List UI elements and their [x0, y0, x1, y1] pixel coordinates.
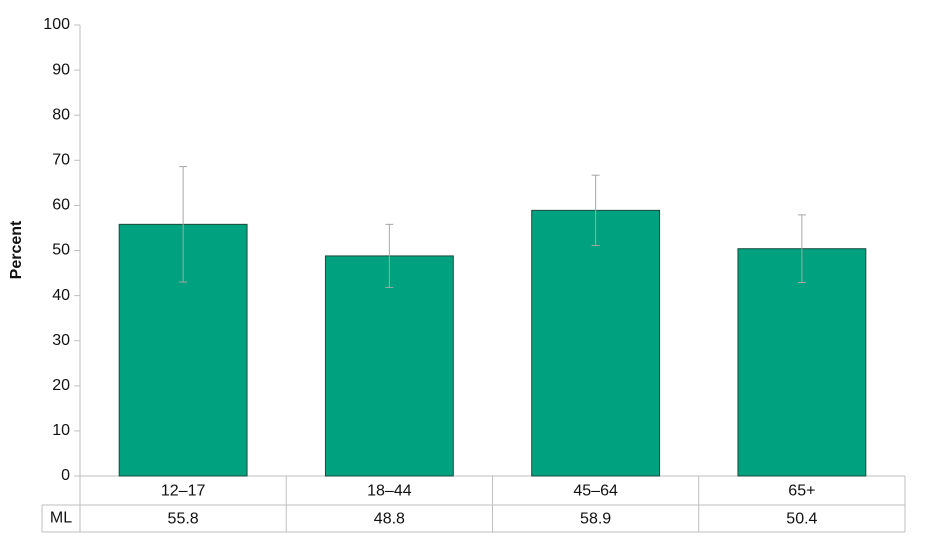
bar: [324, 255, 454, 477]
table-row-label: ML: [50, 510, 72, 527]
bar: [737, 248, 867, 477]
y-tick-label: 60: [52, 197, 70, 214]
x-tick-label: 65+: [788, 483, 815, 500]
table-value: 50.4: [786, 511, 817, 528]
x-tick-label: 12–17: [161, 483, 206, 500]
table-value: 55.8: [168, 511, 199, 528]
bar: [118, 223, 248, 477]
y-tick-label: 100: [43, 16, 70, 33]
error-bar: [385, 223, 394, 288]
y-axis-label: Percent: [8, 220, 25, 279]
error-bar: [797, 214, 806, 284]
table-value: 48.8: [374, 511, 405, 528]
y-tick-label: 40: [52, 287, 70, 304]
y-tick-label: 50: [52, 242, 70, 259]
y-tick-label: 0: [61, 467, 70, 484]
y-tick-label: 10: [52, 422, 70, 439]
y-tick-label: 90: [52, 61, 70, 78]
y-tick-label: 80: [52, 106, 70, 123]
error-bar: [591, 174, 600, 247]
y-tick-label: 30: [52, 332, 70, 349]
bar: [531, 209, 661, 477]
error-bar: [179, 166, 188, 283]
y-tick-label: 20: [52, 377, 70, 394]
y-tick-label: 70: [52, 152, 70, 169]
x-tick-label: 18–44: [367, 483, 412, 500]
x-tick-label: 45–64: [573, 483, 618, 500]
table-value: 58.9: [580, 511, 611, 528]
